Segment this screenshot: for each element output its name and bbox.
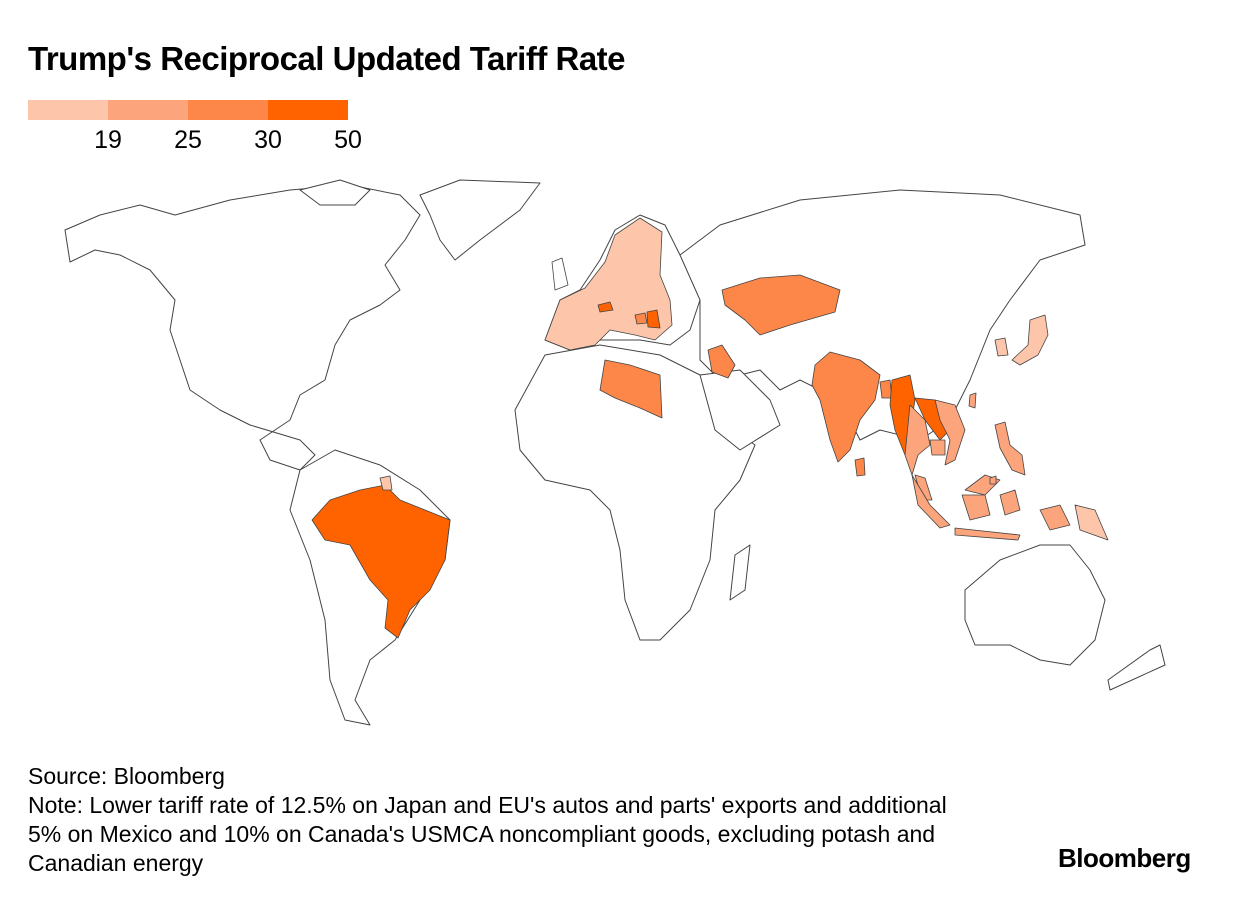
greenland <box>419 179 541 261</box>
legend-bin-2 <box>188 100 268 120</box>
country-serbia <box>646 309 661 329</box>
legend-tick: 25 <box>174 126 202 154</box>
north-america <box>64 184 421 471</box>
legend-tick: 30 <box>254 126 282 154</box>
country-cambodia <box>929 439 946 456</box>
country-papua-new-guinea <box>1074 504 1109 541</box>
color-legend <box>28 100 348 120</box>
country-bangladesh <box>879 379 893 399</box>
country-philippines <box>994 421 1026 476</box>
new-zealand <box>1107 644 1166 691</box>
country-iraq <box>707 344 736 379</box>
madagascar <box>729 544 751 601</box>
bloomberg-logo: Bloomberg <box>1058 843 1191 873</box>
chart-title: Trump's Reciprocal Updated Tariff Rate <box>28 40 626 77</box>
country-switzerland <box>597 301 614 313</box>
legend-bin-0 <box>28 100 108 120</box>
legend-bin-3 <box>268 100 348 120</box>
legend-ticks: 19 25 30 50 <box>28 126 368 156</box>
country-malaysia <box>914 474 1001 501</box>
country-vietnam <box>934 399 966 466</box>
country-south-korea <box>994 337 1009 357</box>
legend-tick: 50 <box>334 126 362 154</box>
country-kazakhstan <box>721 274 841 336</box>
legend-bin-1 <box>108 100 188 120</box>
arctic-islands <box>299 179 371 206</box>
legend-tick: 19 <box>94 126 122 154</box>
country-laos <box>914 397 951 441</box>
country-brazil <box>311 484 451 639</box>
country-uk <box>551 257 569 291</box>
country-sri-lanka <box>854 457 866 477</box>
country-indonesia <box>911 474 1071 541</box>
arabia <box>699 369 781 451</box>
country-guyana <box>379 475 393 491</box>
note-text: Note: Lower tariff rate of 12.5% on Japa… <box>28 792 947 876</box>
country-thailand <box>904 404 931 476</box>
country-brunei <box>989 475 997 485</box>
source-text: Source: Bloomberg <box>28 763 225 789</box>
country-libya <box>599 359 663 419</box>
country-bosnia <box>634 312 648 325</box>
australia <box>964 544 1106 666</box>
country-taiwan <box>968 392 977 409</box>
country-india <box>811 351 881 463</box>
chart-footer: Source: Bloomberg Note: Lower tariff rat… <box>28 762 968 878</box>
country-japan <box>1011 314 1049 366</box>
